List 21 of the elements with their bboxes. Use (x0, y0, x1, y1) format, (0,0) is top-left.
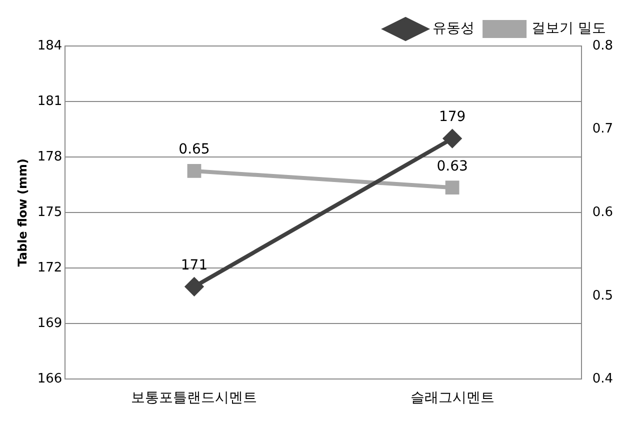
x-tick-label: 보통포틀랜드시멘트 (131, 390, 258, 406)
y2-tick-label: 0.7 (592, 122, 614, 137)
y-tick-label: 175 (37, 204, 62, 220)
y2-tick-label: 0.8 (592, 38, 614, 54)
y-tick-label: 181 (37, 94, 62, 109)
y-tick-label: 169 (37, 316, 62, 332)
y-tick-label: 178 (37, 149, 62, 164)
y2-tick-label: 0.4 (592, 372, 614, 387)
data-label: 0.63 (436, 158, 468, 174)
y-tick-label: 184 (37, 38, 62, 54)
y2-tick-label: 0.5 (592, 288, 614, 304)
legend-label: 걸보기 밀도 (532, 20, 606, 37)
x-tick-label: 슬래그시멘트 (410, 390, 494, 406)
y2-tick-label: 0.6 (592, 204, 614, 220)
data-label: 0.65 (178, 142, 210, 158)
y-tick-label: 172 (37, 260, 62, 276)
y-tick-label: 166 (37, 372, 62, 387)
legend-label: 유동성 (432, 20, 475, 37)
y-axis-title: Table flow (mm) (15, 158, 30, 267)
data-label: 171 (180, 257, 208, 274)
data-label: 179 (438, 109, 466, 126)
